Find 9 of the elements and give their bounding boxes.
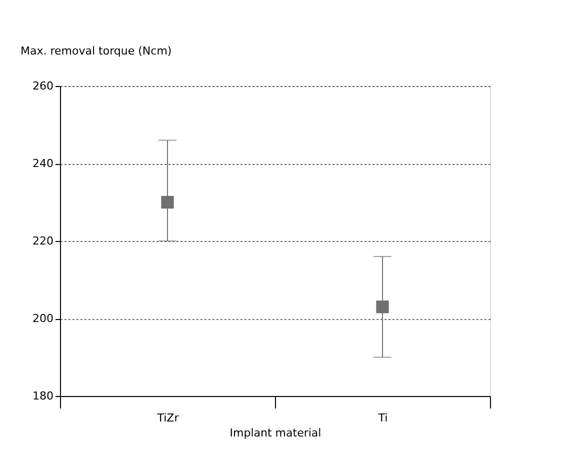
y-tick-label: 180 [32,390,54,402]
y-tick-label: 240 [32,157,54,170]
y-tick-label: 200 [32,312,54,325]
x-tick-label: Ti [377,412,388,424]
y-axis-title: Max. removal torque (Ncm) [20,44,172,58]
x-tick-label: TiZr [156,412,180,424]
y-tick-label: 260 [32,80,54,92]
x-axis-title: Implant material [230,426,322,440]
y-tick-label: 220 [32,234,54,248]
